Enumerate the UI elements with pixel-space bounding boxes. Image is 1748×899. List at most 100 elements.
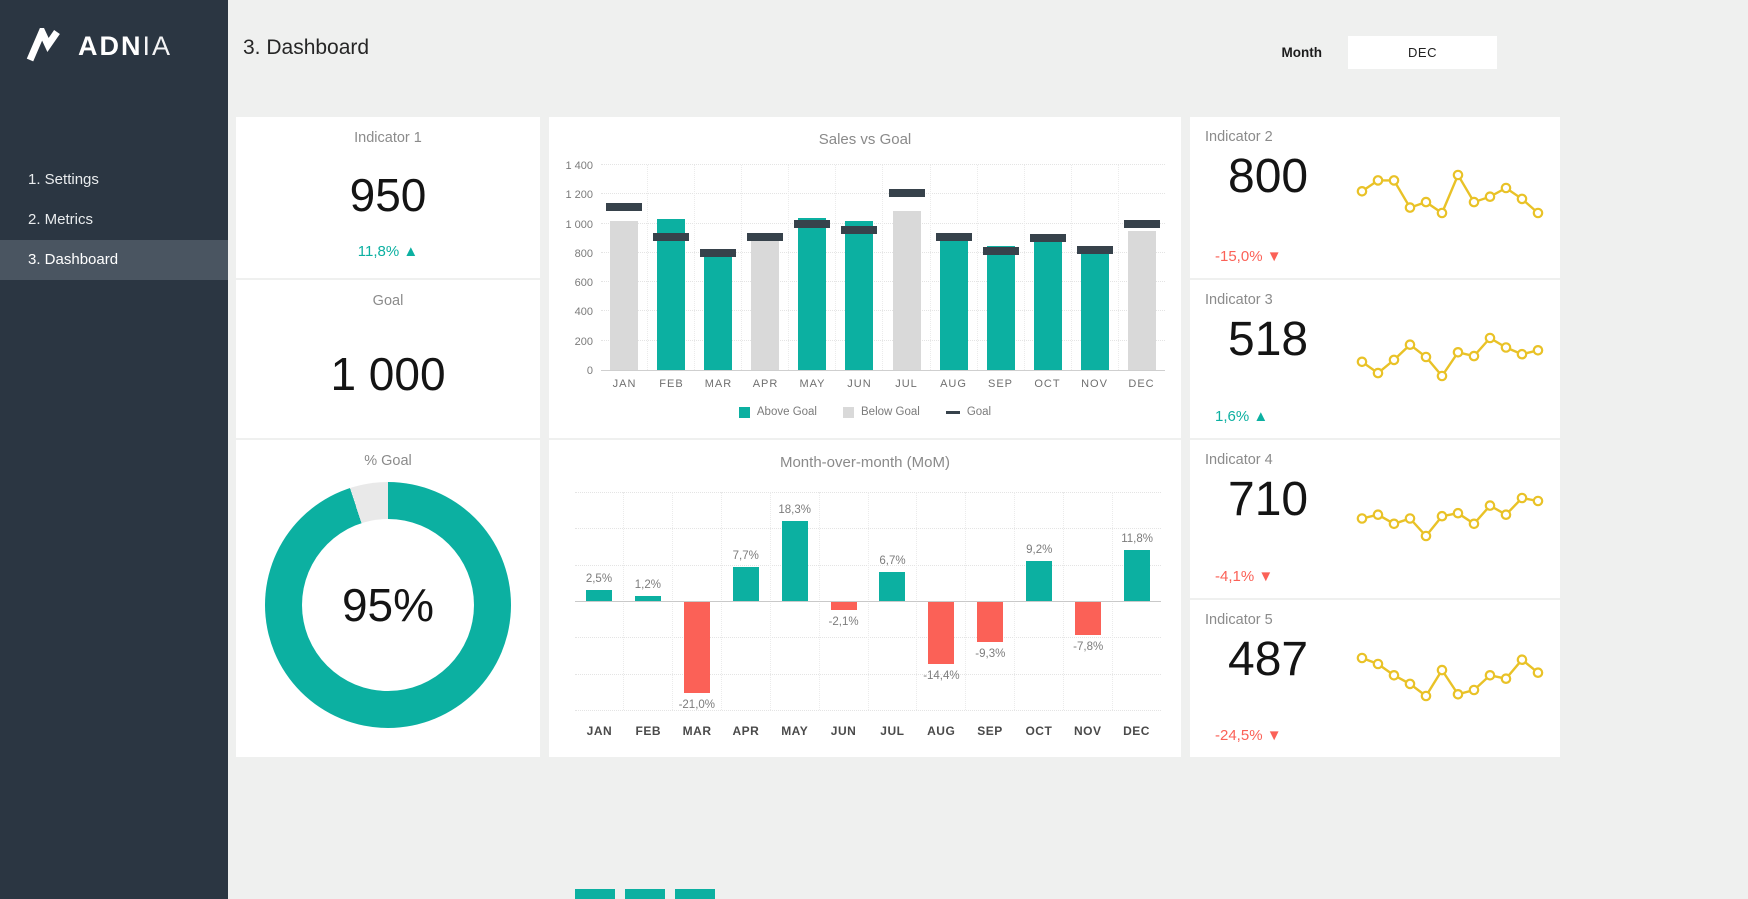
indicator-value: 800 xyxy=(1228,150,1309,203)
indicator-delta: -15,0% ▼ xyxy=(1215,248,1282,265)
month-label: FEB xyxy=(635,724,661,738)
donut-center-label: 95% xyxy=(302,519,474,691)
donut-chart: 95% xyxy=(265,482,511,728)
sales-chart-legend: Above Goal Below Goal Goal xyxy=(549,406,1181,418)
sidebar: ADNIA 1. Settings 2. Metrics 3. Dashboard xyxy=(0,0,228,899)
sidebar-item-metrics[interactable]: 2. Metrics xyxy=(28,211,94,228)
goal-marker xyxy=(1123,219,1160,228)
mom-chart-month-axis: JAN FEB MAR APR MAY JUN JUL AUG SEP OCT NOV DEC xyxy=(575,724,1161,738)
month-label: SEP xyxy=(987,378,1013,390)
indicator1-delta: 11,8% ▲ xyxy=(357,243,419,260)
bar-slot-aug xyxy=(929,165,977,370)
pct-goal-card: % Goal 95% xyxy=(236,440,540,757)
indicator-title: Indicator 4 xyxy=(1205,452,1273,468)
month-label: OCT xyxy=(1025,724,1053,738)
mom-bar xyxy=(585,590,612,601)
indicator-delta: -4,1% ▼ xyxy=(1215,568,1274,585)
brand-logo: ADNIA xyxy=(24,28,172,64)
goal-title: Goal xyxy=(372,293,404,309)
indicator-delta: 1,6% ▲ xyxy=(1215,408,1269,425)
bar-slot-nov xyxy=(1070,165,1118,370)
goal-marker xyxy=(888,188,925,197)
gridline xyxy=(575,710,1161,711)
mom-bar xyxy=(830,601,857,611)
goal-marker xyxy=(841,226,878,235)
mom-bar-label: -9,3% xyxy=(975,647,1006,660)
sales-bar xyxy=(610,220,639,370)
mom-chart-title: Month-over-month (MoM) xyxy=(779,454,951,471)
brand-name-light: IA xyxy=(142,30,173,61)
month-label: MAY xyxy=(799,378,826,390)
y-axis-label: 800 xyxy=(574,247,593,260)
sidebar-item-dashboard[interactable]: 3. Dashboard xyxy=(0,240,228,280)
legend-swatch-above xyxy=(738,406,750,418)
indicator-sparkline xyxy=(1356,332,1544,382)
sidebar-item-settings[interactable]: 1. Settings xyxy=(28,171,99,188)
month-label: MAR xyxy=(704,378,733,390)
sheet-tab[interactable] xyxy=(675,889,715,899)
mom-bar-label: 2,5% xyxy=(585,573,613,586)
month-label: MAR xyxy=(682,724,712,738)
legend-item: Below Goal xyxy=(843,406,920,418)
goal-marker xyxy=(1029,234,1066,243)
page-title: 3. Dashboard xyxy=(243,36,370,59)
y-axis-label: 600 xyxy=(574,277,593,290)
mom-bar-label: 6,7% xyxy=(879,554,906,567)
sales-bar xyxy=(986,246,1015,370)
indicator-title: Indicator 2 xyxy=(1205,129,1273,145)
month-label: AUG xyxy=(927,724,956,738)
sales-bar xyxy=(1127,230,1156,370)
mom-slot-jan: 2,5% xyxy=(575,492,623,710)
mom-bar xyxy=(1124,549,1151,601)
month-selector[interactable]: DEC xyxy=(1348,36,1497,69)
cutoff-sheet-tabs xyxy=(575,889,715,899)
indicator1-card: Indicator 1 950 11,8% ▲ xyxy=(236,117,540,278)
sidebar-menu: 1. Settings 2. Metrics 3. Dashboard xyxy=(0,160,228,280)
month-label: JUL xyxy=(880,724,905,738)
sales-bar xyxy=(1080,245,1109,370)
mom-card: Month-over-month (MoM) 2,5% 1,2% -21,0% 7,7… xyxy=(549,440,1181,757)
indicator-card-3: Indicator 3 518 1,6% ▲ xyxy=(1190,280,1560,438)
y-axis-label: 0 xyxy=(586,365,593,377)
month-label: MAY xyxy=(781,724,809,738)
sales-bar xyxy=(892,211,921,370)
goal-marker xyxy=(653,233,690,242)
month-label: OCT xyxy=(1034,378,1061,390)
month-label: JUN xyxy=(847,378,872,390)
y-axis-label: 1 000 xyxy=(565,218,593,231)
bar-slot-mar xyxy=(694,165,741,370)
month-label: JUN xyxy=(830,724,857,738)
month-label: AUG xyxy=(940,378,967,390)
goal-marker xyxy=(606,203,643,212)
sheet-tab[interactable] xyxy=(625,889,665,899)
goal-value: 1 000 xyxy=(330,347,446,400)
legend-item: Above Goal xyxy=(738,406,817,418)
sales-chart-plot: 0 200 400 600 800 1 000 1 200 1 400 xyxy=(565,160,1165,377)
brand-name-bold: ADN xyxy=(78,30,143,61)
y-axis-label: 1 200 xyxy=(565,189,593,202)
dashboard-grid: Indicator 1 950 11,8% ▲ Goal 1 000 % Goa… xyxy=(236,117,1560,757)
sheet-tab[interactable] xyxy=(575,889,615,899)
month-label: FEB xyxy=(659,378,684,390)
indicator-card-2: Indicator 2 800 -15,0% ▼ xyxy=(1190,117,1560,278)
mom-bar-label: -21,0% xyxy=(678,698,716,711)
mom-bar-label: 9,2% xyxy=(1026,543,1053,556)
goal-marker xyxy=(935,233,972,242)
mom-bar xyxy=(781,521,808,601)
indicator-sparkline xyxy=(1356,169,1544,219)
bar-slot-sep xyxy=(976,165,1024,370)
bar-slot-oct xyxy=(1023,165,1071,370)
legend-label: Goal xyxy=(966,406,992,418)
bar-slot-apr xyxy=(741,165,788,370)
legend-label: Above Goal xyxy=(756,406,817,418)
indicator-title: Indicator 3 xyxy=(1205,292,1273,308)
sales-chart-month-axis: JAN FEB MAR APR MAY JUN JUL AUG SEP OCT NOV DEC xyxy=(601,378,1165,390)
sales-chart-title: Sales vs Goal xyxy=(818,131,912,148)
month-picker: Month DEC xyxy=(1282,36,1497,69)
mom-bar-label: 11,8% xyxy=(1121,532,1153,545)
bar-slot-jul xyxy=(882,165,929,370)
sales-bar xyxy=(1033,235,1062,370)
month-label: JAN xyxy=(586,724,613,738)
indicator-title: Indicator 5 xyxy=(1205,612,1273,628)
